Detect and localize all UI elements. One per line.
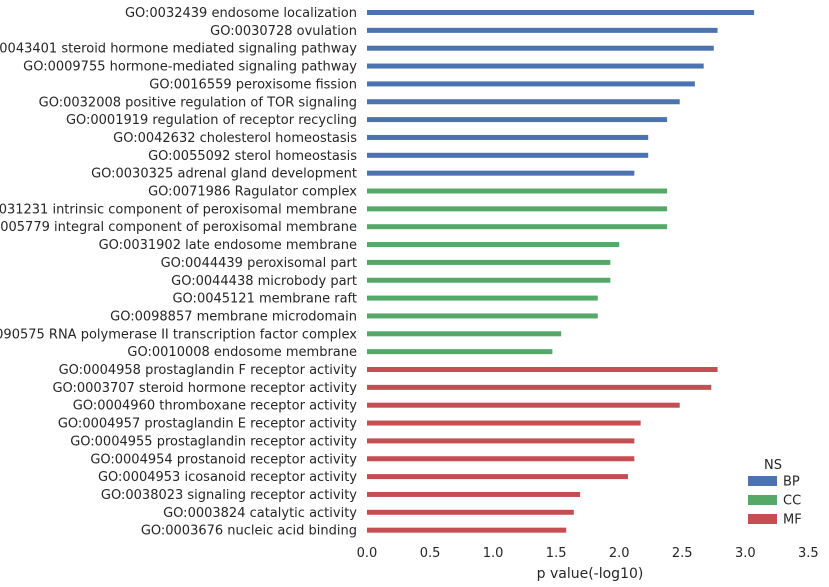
legend-label: BP — [783, 475, 800, 490]
category-label: GO:0044438 microbody part — [171, 274, 357, 289]
bar — [367, 81, 695, 87]
category-label: GO:0004953 icosanoid receptor activity — [98, 470, 357, 485]
legend-swatch — [748, 476, 777, 486]
category-label: GO:0004960 thromboxane receptor activity — [73, 399, 358, 414]
bar — [367, 10, 755, 15]
bar — [367, 27, 718, 33]
bar — [367, 509, 574, 515]
x-tick-label: 1.5 — [546, 546, 567, 561]
bar — [367, 349, 553, 355]
legend: NS BP CC MF — [748, 458, 802, 528]
legend-label: MF — [783, 513, 802, 528]
category-label: GO:0004954 prostanoid receptor activity — [90, 452, 357, 467]
category-label: GO:0004958 prostaglandin F receptor acti… — [59, 363, 358, 378]
bar — [367, 438, 635, 444]
bar — [367, 117, 668, 123]
bars-layer — [367, 10, 755, 533]
category-label: GO:0030325 adrenal gland development — [91, 167, 357, 182]
x-tick-label: 0.5 — [420, 546, 441, 561]
bar — [367, 259, 611, 265]
category-label: GO:0055092 sterol homeostasis — [148, 149, 357, 164]
category-label: GO:0009755 hormone-mediated signaling pa… — [23, 60, 357, 75]
bar — [367, 474, 629, 480]
x-tick-label: 1.0 — [483, 546, 504, 561]
bar — [367, 99, 680, 105]
category-labels: GO:0032439 endosome localization GO:00307… — [0, 6, 357, 539]
x-axis-label: p value(-log10) — [537, 566, 644, 582]
category-label: GO:0016559 peroxisome fission — [149, 77, 357, 92]
bar — [367, 331, 562, 337]
bar — [367, 206, 668, 212]
bar — [367, 152, 649, 158]
bar — [367, 45, 714, 51]
bar — [367, 420, 641, 426]
category-label: GO:0030728 ovulation — [210, 24, 357, 39]
category-label: GO:0032439 endosome localization — [125, 6, 357, 21]
bar — [367, 295, 598, 301]
x-tick-label: 2.0 — [609, 546, 630, 561]
x-tick-label: 0.0 — [357, 546, 378, 561]
category-label: GO:0032008 positive regulation of TOR si… — [39, 95, 357, 110]
category-label: GO:0001919 regulation of receptor recycl… — [66, 113, 357, 128]
category-label: GO:0044439 peroxisomal part — [161, 256, 357, 271]
legend-title: NS — [764, 458, 782, 473]
x-tick-label: 3.0 — [735, 546, 756, 561]
bar — [367, 63, 704, 69]
category-label: GO:0031902 late endosome membrane — [99, 238, 357, 253]
x-tick-label: 2.5 — [672, 546, 693, 561]
category-label: GO:0042632 cholesterol homeostasis — [113, 131, 357, 146]
legend-swatch — [748, 495, 777, 505]
category-label: GO:0043401 steroid hormone mediated sign… — [0, 42, 357, 57]
bar — [367, 224, 668, 230]
x-axis: 0.0 0.5 1.0 1.5 2.0 2.5 3.0 3.5 — [357, 546, 819, 561]
bar — [367, 527, 567, 533]
x-tick-label: 3.5 — [798, 546, 819, 561]
bar — [367, 367, 718, 372]
category-label: GO:0045121 membrane raft — [172, 292, 357, 307]
category-label: GO:0090575 RNA polymerase II transcripti… — [0, 327, 357, 342]
category-label: GO:0004957 prostaglandin E receptor acti… — [58, 417, 357, 432]
category-label: GO:0003824 catalytic activity — [163, 506, 357, 521]
bar — [367, 491, 581, 497]
bar — [367, 384, 712, 390]
category-label: GO:0004955 prostaglandin receptor activi… — [70, 434, 357, 449]
category-label: GO:0003707 steroid hormone receptor acti… — [52, 381, 357, 396]
category-label: GO:0005779 integral component of peroxis… — [0, 220, 357, 235]
bar — [367, 242, 620, 248]
category-label: GO:0031231 intrinsic component of peroxi… — [0, 202, 357, 217]
category-label: GO:0003676 nucleic acid binding — [141, 524, 357, 539]
bar — [367, 277, 611, 283]
bar — [367, 188, 668, 194]
category-label: GO:0098857 membrane microdomain — [110, 309, 357, 324]
category-label: GO:0010008 endosome membrane — [127, 345, 357, 360]
bar — [367, 456, 635, 462]
bar — [367, 170, 635, 176]
bar — [367, 402, 680, 408]
bar — [367, 313, 598, 319]
bar — [367, 134, 649, 140]
category-label: GO:0038023 signaling receptor activity — [101, 488, 357, 503]
category-label: GO:0071986 Ragulator complex — [148, 185, 357, 200]
legend-label: CC — [783, 494, 801, 509]
legend-swatch — [748, 514, 777, 524]
